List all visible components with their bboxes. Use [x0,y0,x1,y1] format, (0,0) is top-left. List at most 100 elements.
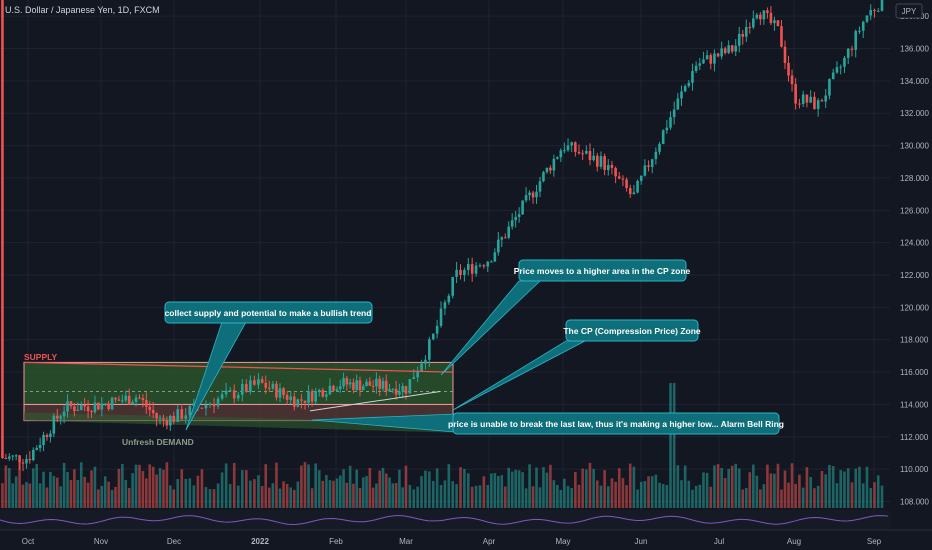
callout-cp-zone-text: The CP (Compression Price) Zone [563,326,701,336]
candle-body [428,339,431,360]
candle-body [794,84,797,104]
candle-body [603,156,606,171]
time-axis: Oct Nov Dec 2022 Feb Mar Apr May Jun Jul Aug Sep [0,529,932,546]
candle-body [687,82,691,87]
candle-body [683,86,687,92]
volume-bar [661,484,665,508]
candle-body [332,385,335,391]
candle-body [165,419,169,426]
volume-bar [45,487,49,508]
volume-bar [121,463,124,508]
candle-body [610,164,614,168]
volume-bar [556,484,559,508]
volume-bar [55,477,59,508]
candle-body [184,415,188,419]
candle-body [21,462,25,464]
volume-bar [614,481,617,508]
volume-bar [574,472,577,508]
currency-badge[interactable]: JPY [895,3,923,19]
candle-body [858,30,861,32]
candle-body [245,383,248,392]
volume-bar [798,474,801,508]
volume-bar [669,383,672,508]
volume-bar [490,473,493,508]
volume-bar [507,467,511,508]
candle-body [69,401,73,407]
candle-body [93,402,97,413]
candle-body [368,381,372,386]
candle-body [435,325,439,334]
candle-body [110,397,114,410]
grid [0,0,890,530]
candle-body [801,94,805,105]
candle-body [621,178,625,180]
candle-body [83,404,86,407]
callout-cp-zone[interactable]: The CP (Compression Price) Zone [452,319,701,411]
volume-bar [486,485,490,508]
volume-bar [365,476,368,508]
volume-bar [588,462,592,508]
volume-bar [702,472,705,508]
candle-body [328,385,332,395]
candle-body [713,53,716,64]
candle-body [538,181,542,192]
volume-bar [780,489,783,508]
volume-bar [809,476,812,508]
candle-body [734,45,738,52]
candle-body [628,188,632,195]
callout-alarm-bell[interactable]: price is unable to break the last law, t… [311,412,784,435]
volume-bar [148,464,152,508]
volume-bar [535,467,538,508]
candle-body [11,455,15,457]
candle-body [398,391,401,395]
volume-bar [617,468,621,508]
volume-bar [232,462,236,508]
volume-bar [352,483,355,508]
candle-body [873,9,876,11]
candle-body [232,390,236,399]
candle-body [424,359,427,364]
volume-bar [260,486,264,508]
volume-bar [854,468,858,508]
candle-body [401,386,404,392]
volume-bar [869,488,873,508]
callout-collect-supply[interactable]: collect supply and potential to make a b… [164,301,373,431]
candle-body [18,455,21,463]
volume-bar [447,464,451,508]
candle-body [303,400,307,403]
volume-bar [654,474,658,508]
volume-bar [521,472,524,508]
candle-body [212,403,216,407]
volume-bar [375,483,378,508]
symbol-title: U.S. Dollar / Japanese Yen, 1D, FXCM [5,5,160,15]
volume-bar [828,464,831,508]
volume-bar [514,469,517,508]
candle-body [592,155,595,161]
candle-body [769,12,773,24]
candle-body [581,153,584,155]
callout-higher-area[interactable]: Price moves to a higher area in the CP z… [440,259,691,376]
x-tick-label: Aug [787,537,801,546]
candle-body [617,176,621,179]
volume-bar [62,462,66,508]
volume-bar [744,487,748,508]
candle-body [220,394,224,399]
volume-bar [474,485,478,508]
volume-bar [592,468,595,508]
candle-body [361,386,365,391]
volume-bar [861,483,865,508]
y-tick-label: 120.000 [900,303,929,312]
volume-bar [672,383,676,508]
volume-bar [451,481,455,508]
candle-body [831,72,835,80]
candle-body [268,387,271,389]
volume-bar [835,483,839,508]
volume-bar [528,464,531,508]
volume-bar [650,476,654,508]
candle-body [200,407,204,409]
volume-bar [552,480,556,508]
volume-bar [348,465,352,508]
candle-body [828,79,831,96]
price-axis-panel[interactable] [890,0,932,530]
